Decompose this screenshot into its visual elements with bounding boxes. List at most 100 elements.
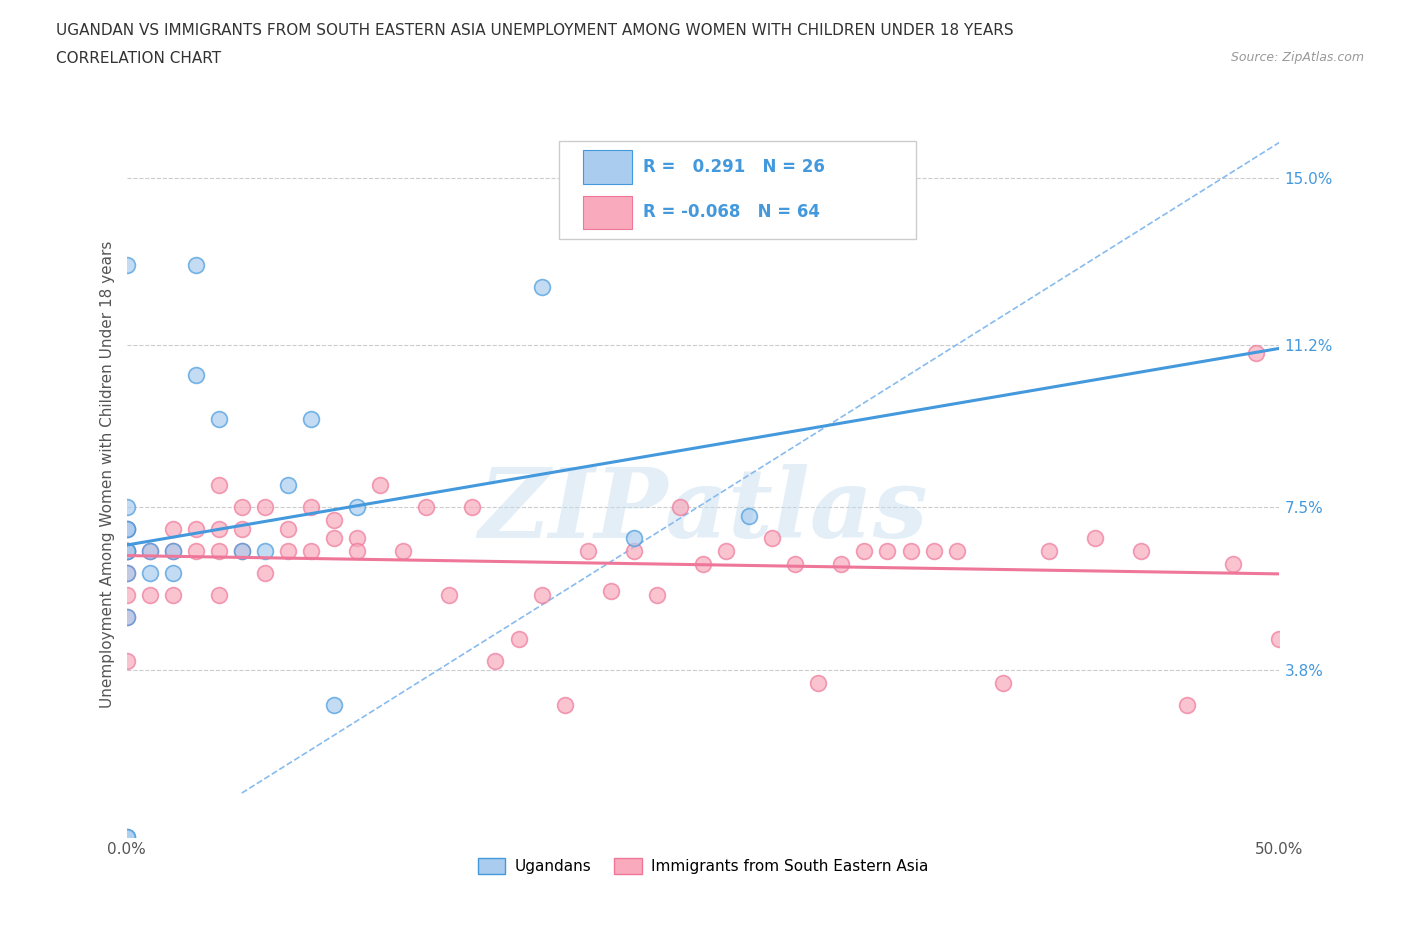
Point (346, 544, 368, 559)
Point (623, 544, 645, 559)
Point (208, 588, 231, 603)
Text: Source: ZipAtlas.com: Source: ZipAtlas.com (1230, 51, 1364, 64)
Point (576, 544, 599, 559)
Point (162, 522, 184, 537)
Point (115, 544, 138, 559)
Point (554, 698, 576, 712)
Point (115, 544, 138, 559)
Point (277, 544, 299, 559)
Point (368, 478, 391, 493)
Point (253, 565, 276, 580)
Point (231, 499, 253, 514)
Point (277, 478, 299, 493)
Point (299, 499, 322, 514)
Point (323, 698, 346, 712)
Point (115, 610, 138, 625)
Point (991, 676, 1014, 691)
Point (945, 544, 967, 559)
Point (346, 531, 368, 546)
Point (1246, 346, 1268, 361)
Legend: Ugandans, Immigrants from South Eastern Asia: Ugandans, Immigrants from South Eastern … (471, 852, 935, 880)
Point (530, 588, 553, 603)
Point (115, 588, 138, 603)
Point (115, 565, 138, 580)
Point (785, 557, 807, 572)
Point (392, 544, 415, 559)
Point (138, 565, 160, 580)
Point (115, 544, 138, 559)
Point (1268, 631, 1291, 646)
Point (138, 544, 160, 559)
Point (299, 544, 322, 559)
Point (208, 544, 231, 559)
Point (1130, 544, 1153, 559)
Point (184, 544, 207, 559)
Point (807, 676, 830, 691)
Point (900, 544, 922, 559)
FancyBboxPatch shape (560, 140, 917, 239)
Point (299, 412, 322, 427)
Point (231, 544, 253, 559)
Point (830, 557, 852, 572)
Point (115, 830, 138, 844)
Point (138, 544, 160, 559)
Point (692, 557, 714, 572)
Point (461, 499, 484, 514)
FancyBboxPatch shape (583, 151, 631, 183)
Point (208, 522, 231, 537)
Point (645, 588, 668, 603)
Y-axis label: Unemployment Among Women with Children Under 18 years: Unemployment Among Women with Children U… (100, 241, 115, 708)
Point (1038, 544, 1060, 559)
Point (1084, 531, 1107, 546)
Point (530, 280, 553, 295)
Point (853, 544, 876, 559)
Text: UGANDAN VS IMMIGRANTS FROM SOUTH EASTERN ASIA UNEMPLOYMENT AMONG WOMEN WITH CHIL: UGANDAN VS IMMIGRANTS FROM SOUTH EASTERN… (56, 23, 1014, 38)
Point (162, 588, 184, 603)
Point (1222, 557, 1244, 572)
Point (323, 531, 346, 546)
Point (669, 499, 692, 514)
Point (346, 499, 368, 514)
Point (162, 565, 184, 580)
Text: CORRELATION CHART: CORRELATION CHART (56, 51, 221, 66)
Point (138, 588, 160, 603)
FancyBboxPatch shape (583, 195, 631, 229)
Point (184, 522, 207, 537)
Point (439, 588, 461, 603)
Point (415, 499, 437, 514)
Point (115, 522, 138, 537)
Point (115, 544, 138, 559)
Point (115, 610, 138, 625)
Point (115, 258, 138, 272)
Point (623, 531, 645, 546)
Point (184, 368, 207, 383)
Point (115, 654, 138, 669)
Point (115, 522, 138, 537)
Point (277, 522, 299, 537)
Point (1175, 698, 1198, 712)
Point (738, 509, 761, 524)
Point (508, 631, 530, 646)
Point (208, 478, 231, 493)
Point (231, 544, 253, 559)
Point (253, 499, 276, 514)
Text: R =   0.291   N = 26: R = 0.291 N = 26 (643, 158, 825, 176)
Point (162, 544, 184, 559)
Point (876, 544, 898, 559)
Point (231, 522, 253, 537)
Point (115, 565, 138, 580)
Text: ZIPatlas: ZIPatlas (478, 463, 928, 558)
Point (714, 544, 737, 559)
Point (115, 830, 138, 844)
Point (115, 522, 138, 537)
Point (208, 412, 231, 427)
Text: R = -0.068   N = 64: R = -0.068 N = 64 (643, 204, 820, 221)
Point (599, 583, 621, 598)
Point (184, 258, 207, 272)
Point (162, 544, 184, 559)
Point (484, 654, 506, 669)
Point (922, 544, 945, 559)
Point (115, 499, 138, 514)
Point (253, 544, 276, 559)
Point (323, 513, 346, 528)
